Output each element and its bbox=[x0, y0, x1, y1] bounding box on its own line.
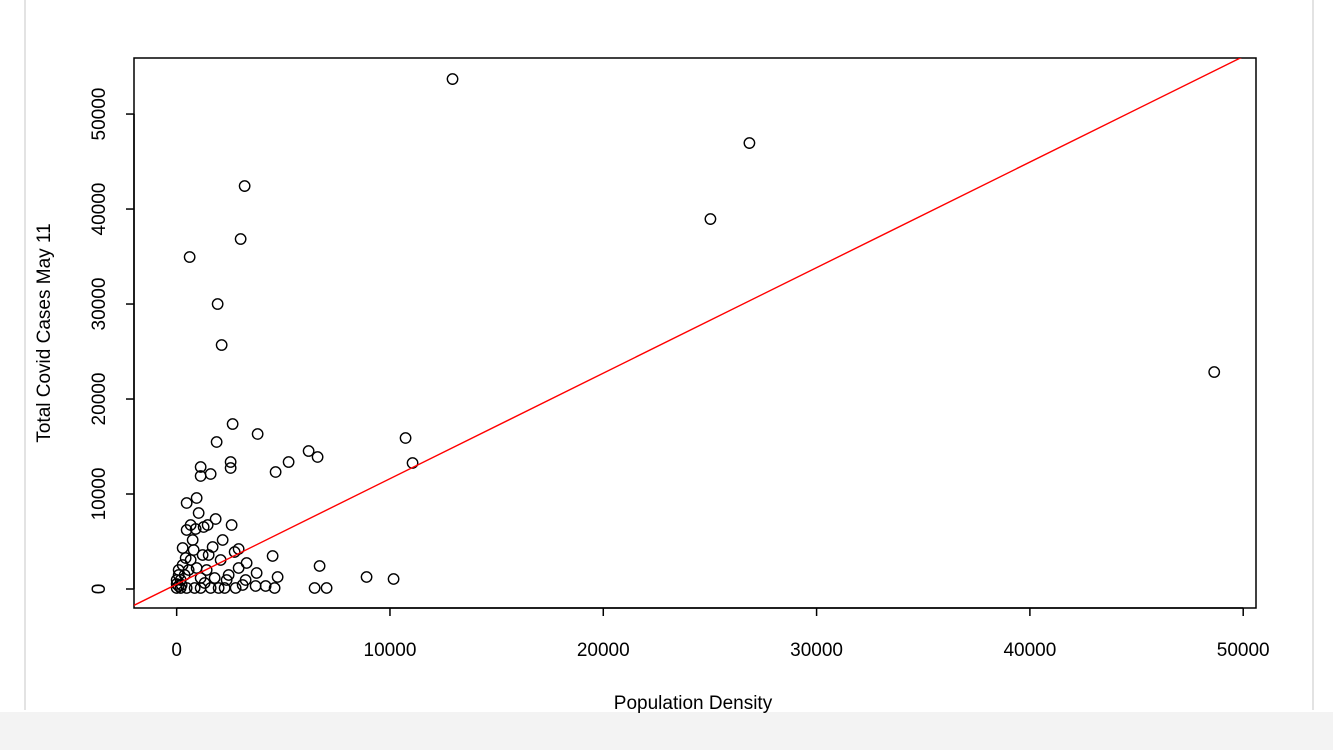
x-tick-label: 30000 bbox=[790, 640, 843, 661]
point bbox=[238, 180, 251, 192]
x-tick-label: 10000 bbox=[364, 640, 417, 661]
point bbox=[220, 574, 233, 586]
y-axis-label: Total Covid Cases May 11 bbox=[34, 223, 55, 442]
point bbox=[743, 137, 756, 149]
point bbox=[320, 582, 333, 594]
y-tick-label: 0 bbox=[89, 584, 110, 595]
point bbox=[399, 432, 412, 444]
bottom-band bbox=[0, 712, 1333, 750]
point bbox=[308, 582, 321, 594]
point bbox=[268, 582, 281, 594]
point bbox=[250, 567, 263, 579]
point bbox=[190, 492, 203, 504]
point bbox=[180, 497, 193, 509]
point bbox=[180, 524, 193, 536]
point bbox=[210, 436, 223, 448]
point bbox=[387, 573, 400, 585]
point bbox=[179, 552, 192, 564]
point bbox=[184, 554, 197, 566]
y-tick-label: 30000 bbox=[89, 278, 110, 331]
point bbox=[200, 564, 213, 576]
x-tick-label: 50000 bbox=[1217, 640, 1270, 661]
point bbox=[204, 468, 217, 480]
point bbox=[197, 521, 210, 533]
point bbox=[212, 582, 225, 594]
point bbox=[208, 572, 221, 584]
point bbox=[188, 582, 201, 594]
x-tick-label: 20000 bbox=[577, 640, 630, 661]
point bbox=[224, 456, 237, 468]
point bbox=[215, 339, 228, 351]
point bbox=[232, 562, 245, 574]
point bbox=[196, 549, 209, 561]
fit-line bbox=[134, 58, 1242, 606]
point bbox=[186, 534, 199, 546]
point bbox=[194, 461, 207, 473]
point bbox=[313, 560, 326, 572]
y-tick-label: 10000 bbox=[89, 468, 110, 521]
point bbox=[222, 569, 235, 581]
point bbox=[226, 418, 239, 430]
point bbox=[302, 445, 315, 457]
point bbox=[211, 298, 224, 310]
point bbox=[360, 571, 373, 583]
point bbox=[704, 213, 717, 225]
y-tick-label: 50000 bbox=[89, 88, 110, 141]
point bbox=[228, 546, 241, 558]
y-tick-label: 40000 bbox=[89, 183, 110, 236]
point bbox=[202, 549, 215, 561]
point bbox=[192, 507, 205, 519]
point bbox=[251, 428, 264, 440]
point bbox=[1208, 366, 1221, 378]
point bbox=[170, 578, 183, 590]
point bbox=[194, 582, 207, 594]
point bbox=[189, 523, 202, 535]
point bbox=[249, 580, 262, 592]
point bbox=[271, 571, 284, 583]
point bbox=[234, 233, 247, 245]
point bbox=[216, 534, 229, 546]
point bbox=[239, 574, 252, 586]
point bbox=[225, 519, 238, 531]
point bbox=[282, 456, 295, 468]
point bbox=[446, 73, 459, 85]
point bbox=[311, 451, 324, 463]
point bbox=[209, 513, 222, 525]
x-tick-label: 40000 bbox=[1003, 640, 1056, 661]
y-tick-label: 20000 bbox=[89, 373, 110, 426]
x-tick-label: 0 bbox=[171, 640, 182, 661]
x-axis-label: Population Density bbox=[614, 693, 773, 714]
point bbox=[218, 582, 231, 594]
point bbox=[269, 466, 282, 478]
point bbox=[224, 462, 237, 474]
point bbox=[183, 251, 196, 263]
point bbox=[266, 550, 279, 562]
